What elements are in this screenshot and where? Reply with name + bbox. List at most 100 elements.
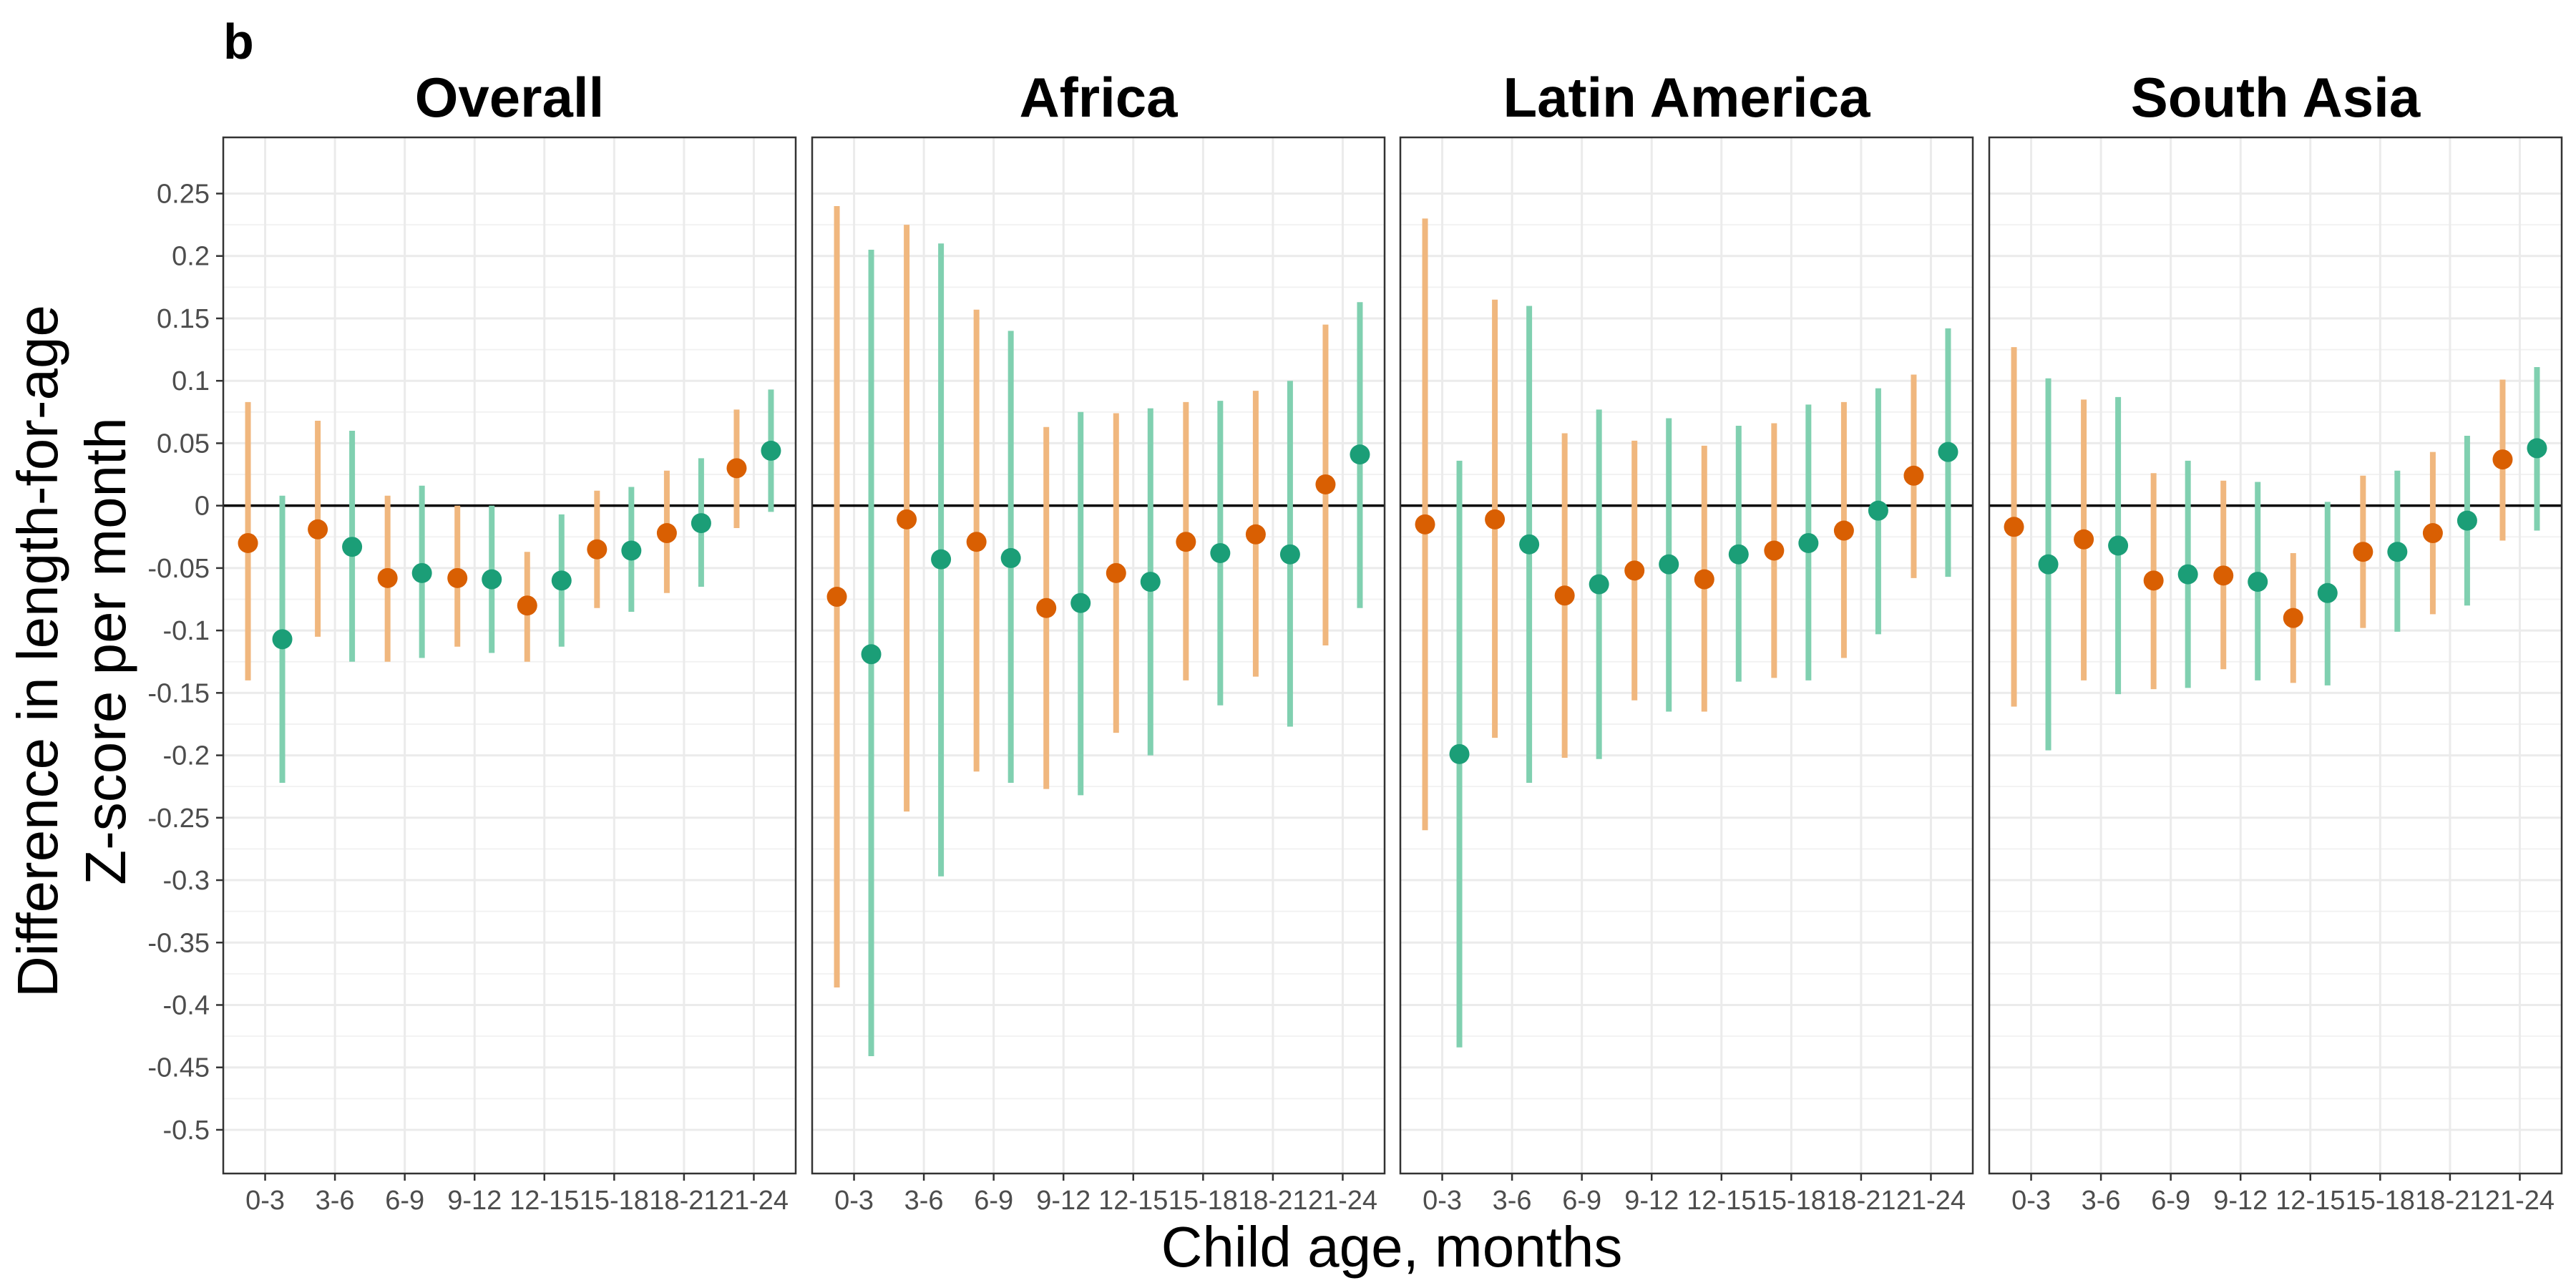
x-tick-label: 21-24: [1896, 1186, 1966, 1216]
x-tick-label: 0-3: [1423, 1186, 1462, 1216]
data-point: [1589, 574, 1609, 595]
data-point: [377, 567, 398, 588]
y-tick-label: -0.25: [147, 804, 210, 834]
data-point: [2213, 565, 2234, 586]
y-tick-label: -0.45: [147, 1053, 210, 1083]
data-point: [1694, 569, 1714, 590]
x-tick-label: 0-3: [245, 1186, 285, 1216]
y-tick-label: 0.15: [157, 304, 210, 334]
data-point: [2143, 570, 2164, 591]
data-point: [931, 549, 952, 570]
data-point: [1245, 524, 1266, 545]
data-point: [1000, 547, 1021, 568]
data-point: [1036, 597, 1057, 618]
data-point: [861, 644, 882, 665]
data-point: [1903, 465, 1924, 486]
x-tick-label: 21-24: [719, 1186, 789, 1216]
panel-south-asia: South Asia 0-3 3-6 6-9 9-12 12-15 15-18 18-21 21…: [1988, 66, 2563, 1216]
data-point: [1449, 743, 1470, 764]
data-point: [1728, 544, 1749, 565]
y-tick-label: 0.2: [172, 242, 210, 272]
y-tick-label: -0.1: [163, 616, 210, 646]
data-point: [1659, 554, 1679, 575]
x-tick-label: 3-6: [904, 1186, 944, 1216]
x-tick-label: 15-18: [1757, 1186, 1826, 1216]
panel-title: South Asia: [2131, 66, 2421, 129]
data-point: [1350, 444, 1370, 465]
data-point: [1176, 532, 1196, 552]
data-point: [2527, 438, 2547, 459]
panel-background: [812, 137, 1385, 1174]
data-point: [482, 569, 502, 590]
x-tick-label: 21-24: [2485, 1186, 2555, 1216]
panel-title: Latin America: [1503, 66, 1871, 129]
data-point: [411, 562, 432, 583]
data-point: [238, 532, 258, 553]
y-tick-label: 0: [195, 492, 210, 522]
x-tick-label: 3-6: [1493, 1186, 1532, 1216]
y-tick-label: -0.3: [163, 866, 210, 896]
data-point: [1624, 560, 1645, 581]
data-point: [1833, 520, 1854, 541]
y-tick-label: 0.1: [172, 366, 210, 396]
x-tick-label: 21-24: [1308, 1186, 1377, 1216]
panel-latin-america: Latin America 0-3 3-6 6-9 9-12 12-15 15-18 18-2…: [1399, 66, 1974, 1216]
data-point: [272, 629, 293, 650]
data-point: [2108, 535, 2129, 556]
data-point: [2283, 608, 2303, 628]
data-point: [966, 532, 987, 552]
x-tick-label: 3-6: [316, 1186, 355, 1216]
x-tick-label: 9-12: [2213, 1186, 2268, 1216]
data-point: [1415, 514, 1435, 535]
y-axis: 0.25 0.2 0.15 0.1 0.05 0 -0.05 -0.1 -0.15 -0.2 -0.…: [147, 180, 223, 1146]
x-tick-label: 15-18: [2346, 1186, 2415, 1216]
y-axis-title-line-1: Difference in length-for-age: [6, 305, 69, 997]
data-point: [2353, 542, 2373, 562]
data-point: [1798, 532, 1819, 553]
y-tick-label: -0.5: [163, 1116, 210, 1146]
data-point: [897, 509, 917, 530]
data-point: [1764, 540, 1785, 561]
data-point: [2387, 542, 2408, 562]
x-tick-label: 12-15: [1098, 1186, 1168, 1216]
data-point: [1938, 441, 1958, 462]
panel-overall: Overall 0-3 3-6 6-9 9-12 12-15 15-18 18-21 21-24: [222, 66, 797, 1216]
panel-africa: Africa 0-3 3-6 6-9 9-12 12-15 15-18 18-21 21-24: [811, 66, 1386, 1216]
data-point: [1210, 542, 1231, 563]
data-point: [1140, 572, 1161, 592]
data-point: [826, 587, 847, 608]
data-point: [551, 570, 572, 591]
y-tick-label: -0.05: [147, 554, 210, 584]
x-tick-label: 18-21: [1238, 1186, 1307, 1216]
data-point: [308, 519, 328, 540]
x-tick-label: 15-18: [1169, 1186, 1238, 1216]
x-tick-label: 3-6: [2082, 1186, 2121, 1216]
data-point: [2317, 582, 2338, 603]
panel-border: [1399, 136, 1974, 1175]
data-point: [2422, 523, 2443, 544]
data-point: [587, 539, 608, 560]
data-point: [621, 540, 642, 561]
panel-border: [811, 136, 1386, 1175]
y-tick-label: 0.05: [157, 429, 210, 459]
data-point: [656, 523, 677, 544]
data-point: [691, 513, 711, 534]
x-tick-label: 6-9: [385, 1186, 424, 1216]
data-point: [726, 458, 747, 479]
panel-border: [1988, 136, 2563, 1175]
data-point: [2177, 564, 2198, 585]
panel-title: Africa: [1019, 66, 1178, 129]
data-point: [1868, 500, 1888, 521]
x-axis-title: Child age, months: [1161, 1215, 1623, 1279]
data-point: [1315, 474, 1336, 494]
data-point: [2004, 517, 2024, 537]
x-tick-label: 0-3: [834, 1186, 874, 1216]
x-tick-label: 9-12: [1036, 1186, 1091, 1216]
data-point: [1554, 585, 1575, 606]
panel-border: [222, 136, 797, 1175]
y-axis-title-line-2: Z-score per month: [74, 417, 137, 885]
x-tick-label: 18-21: [649, 1186, 718, 1216]
panel-background: [1989, 137, 2562, 1174]
x-tick-label: 12-15: [1687, 1186, 1756, 1216]
